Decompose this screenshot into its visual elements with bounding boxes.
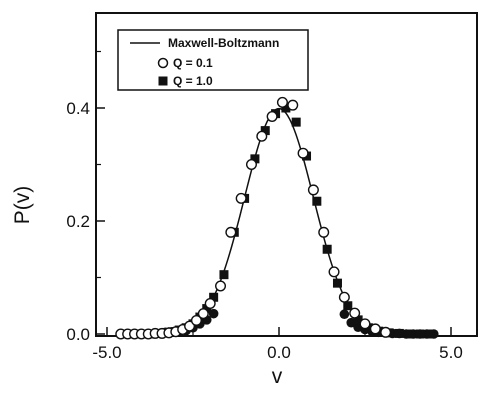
q-1-0-point	[312, 196, 322, 206]
y-tick-label: 0.2	[66, 212, 90, 231]
q-0-1-point	[287, 99, 299, 111]
q-0-1-point	[184, 320, 196, 332]
q-0-1-point	[380, 326, 392, 338]
x-axis-title: v	[272, 365, 283, 388]
legend-label-q-0-1: Q = 0.1	[173, 56, 213, 70]
legend: Maxwell-Boltzmann Q = 0.1 Q = 1.0	[117, 29, 309, 91]
q-1-0-point	[415, 329, 425, 339]
y-tick-label: 0.0	[66, 325, 90, 344]
x-tick-label: -5.0	[92, 343, 121, 362]
q-0-1-point	[359, 318, 371, 330]
q-1-0-point	[250, 154, 260, 164]
q-0-1-point	[245, 158, 257, 170]
q-0-1-point	[276, 96, 288, 108]
q-0-1-point	[338, 291, 350, 303]
legend-label-q-1-0: Q = 1.0	[173, 74, 213, 88]
q-0-1-point	[307, 184, 319, 196]
q-1-0-point	[425, 329, 435, 339]
q-0-1-point	[225, 226, 237, 238]
q-1-0-point	[291, 117, 301, 127]
q-0-1-point	[349, 307, 361, 319]
legend-label-maxwell-boltzmann: Maxwell-Boltzmann	[168, 36, 279, 50]
q-0-1-point	[328, 266, 340, 278]
legend-open-circle-swatch	[157, 57, 169, 69]
filled-circle-point	[339, 309, 350, 320]
q-1-0-point	[281, 103, 291, 113]
q-0-1-point	[190, 314, 202, 326]
tick-layer: -5.0 0.0 5.00.00.20.4	[66, 50, 463, 362]
q-1-0-point	[332, 278, 342, 288]
q-1-0-point	[353, 315, 363, 325]
legend-filled-square-swatch	[158, 76, 168, 86]
q-1-0-point	[394, 328, 404, 338]
x-tick-label: 0.0	[267, 343, 291, 362]
q-0-1-point	[197, 308, 209, 320]
q-1-0-point	[202, 304, 212, 314]
marker-layer	[115, 96, 439, 340]
q-0-1-point	[318, 226, 330, 238]
q-1-0-point	[405, 329, 415, 339]
q-1-0-point	[322, 244, 332, 254]
legend-box	[117, 29, 309, 91]
q-1-0-point	[343, 301, 353, 311]
q-1-0-point	[219, 270, 229, 280]
q-0-1-point	[256, 130, 268, 142]
q-0-1-point	[369, 323, 381, 335]
q-1-0-point	[209, 292, 219, 302]
q-1-0-point	[260, 126, 270, 136]
q-0-1-point	[297, 147, 309, 159]
q-0-1-point	[204, 297, 216, 309]
x-tick-label: 5.0	[439, 343, 463, 362]
y-axis-title: P(v)	[11, 186, 34, 225]
q-0-1-point	[215, 280, 227, 292]
q-0-1-point	[235, 192, 247, 204]
q-0-1-point	[266, 110, 278, 122]
y-tick-label: 0.4	[66, 99, 90, 118]
